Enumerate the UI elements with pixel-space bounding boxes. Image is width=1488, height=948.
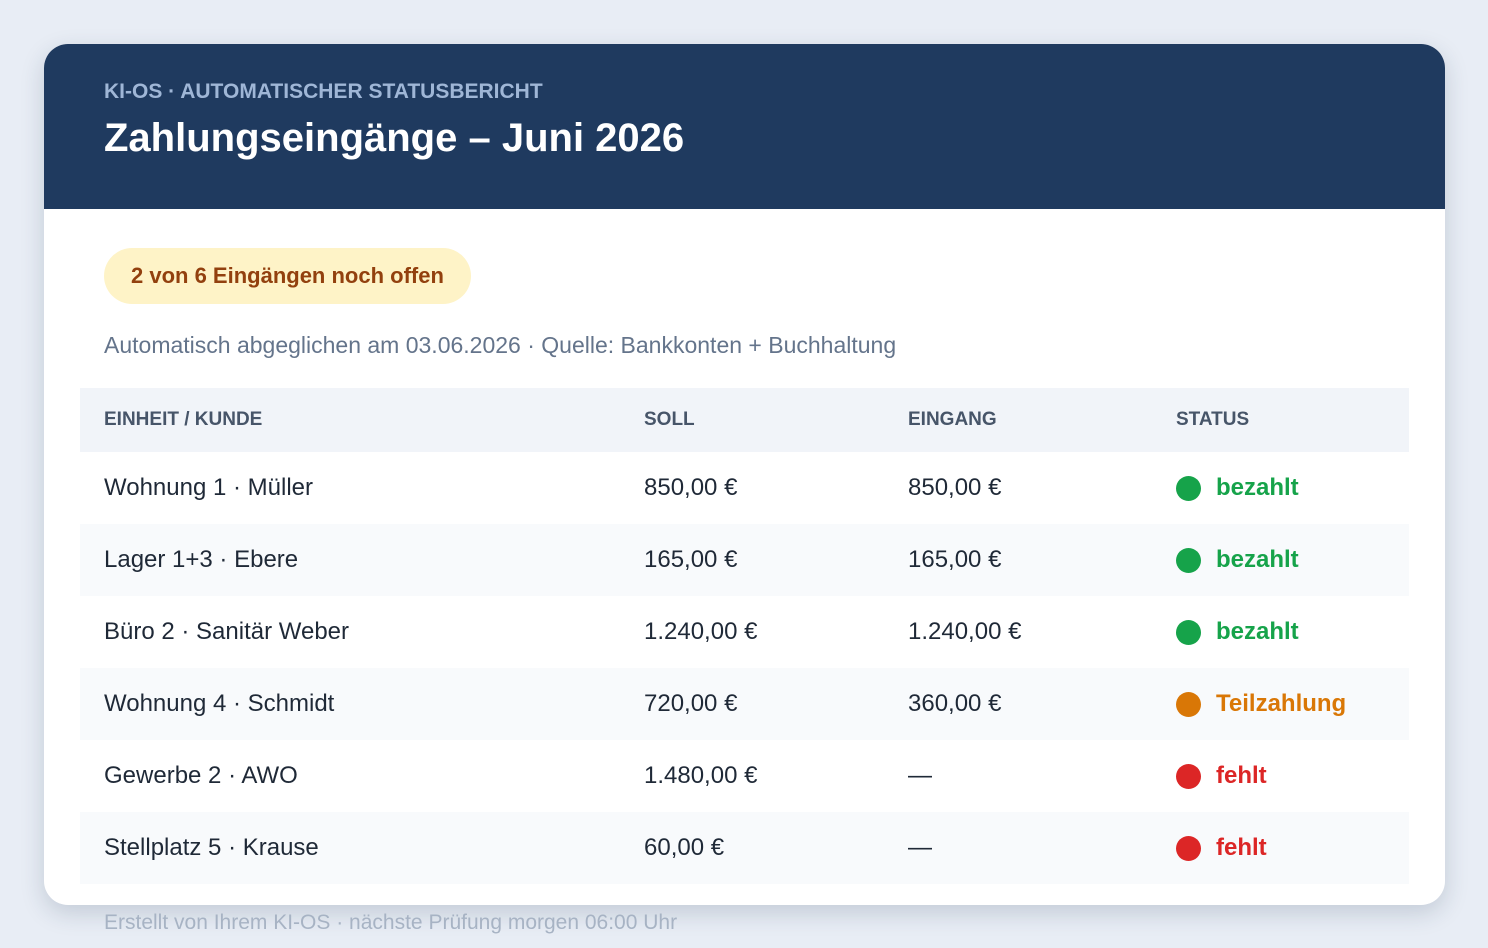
table-row: Büro 2 · Sanitär Weber 1.240,00 € 1.240,00… — [80, 596, 1409, 668]
cell-eingang: 850,00 € — [908, 474, 1002, 501]
status-dot — [1176, 692, 1201, 717]
status-dot — [1176, 620, 1201, 645]
cell-unit: Gewerbe 2 · AWO — [104, 762, 298, 789]
footer: Erstellt von Ihrem KI-OS · nächste Prüfu… — [104, 911, 678, 934]
status-text: fehlt — [1216, 834, 1267, 861]
cell-soll: 60,00 € — [644, 834, 725, 861]
cell-soll: 165,00 € — [644, 546, 738, 573]
cell-soll: 850,00 € — [644, 474, 738, 501]
header: KI-OS · AUTOMATISCHER STATUSBERICHT Zahl… — [44, 44, 1445, 209]
cell-unit: Wohnung 1 · Müller — [104, 474, 313, 501]
subtitle: Automatisch abgeglichen am 03.06.2026 · … — [104, 332, 897, 358]
column-header: SOLL — [644, 409, 695, 430]
status-dot — [1176, 548, 1201, 573]
status-text: Teilzahlung — [1216, 690, 1347, 717]
status-badge: 2 von 6 Eingängen noch offen — [104, 248, 471, 304]
cell-soll: 720,00 € — [644, 690, 738, 717]
table: EINHEIT / KUNDE SOLL EINGANG STATUS Wohnung … — [80, 388, 1409, 885]
column-header: EINHEIT / KUNDE — [104, 409, 263, 430]
column-header: STATUS — [1176, 409, 1250, 430]
title: Zahlungseingänge – Juni 2026 — [104, 116, 685, 160]
cell-soll: 1.480,00 € — [644, 762, 758, 789]
header-row — [80, 388, 1409, 452]
table-row: Lager 1+3 · Ebere 165,00 € 165,00 € bezahlt — [80, 524, 1409, 596]
status-dot — [1176, 476, 1201, 501]
cell-unit: Stellplatz 5 · Krause — [104, 834, 319, 861]
cell-eingang: 1.240,00 € — [908, 618, 1022, 645]
status-dot — [1176, 836, 1201, 861]
cell-eingang: — — [908, 762, 932, 789]
table-row: Gewerbe 2 · AWO 1.480,00 € — fehlt — [80, 740, 1409, 812]
cell-soll: 1.240,00 € — [644, 618, 758, 645]
kicker: KI-OS · AUTOMATISCHER STATUSBERICHT — [104, 80, 543, 103]
status-text: fehlt — [1216, 762, 1267, 789]
cell-unit: Wohnung 4 · Schmidt — [104, 690, 335, 717]
table-row: Wohnung 4 · Schmidt 720,00 € 360,00 € Teilz… — [80, 668, 1409, 740]
report-card: KI-OS · AUTOMATISCHER STATUSBERICHT Zahl… — [44, 44, 1445, 905]
status-text: bezahlt — [1216, 546, 1299, 573]
column-header: EINGANG — [908, 409, 997, 430]
cell-unit: Lager 1+3 · Ebere — [104, 546, 299, 573]
status-text: bezahlt — [1216, 618, 1299, 645]
cell-eingang: 360,00 € — [908, 690, 1002, 717]
status-dot — [1176, 764, 1201, 789]
cell-unit: Büro 2 · Sanitär Weber — [104, 618, 350, 645]
table-row: Stellplatz 5 · Krause 60,00 € — fehlt — [80, 812, 1409, 884]
cell-eingang: 165,00 € — [908, 546, 1002, 573]
cell-eingang: — — [908, 834, 932, 861]
table-row: Wohnung 1 · Müller 850,00 € 850,00 € bezahl… — [80, 452, 1409, 524]
status-text: bezahlt — [1216, 474, 1299, 501]
